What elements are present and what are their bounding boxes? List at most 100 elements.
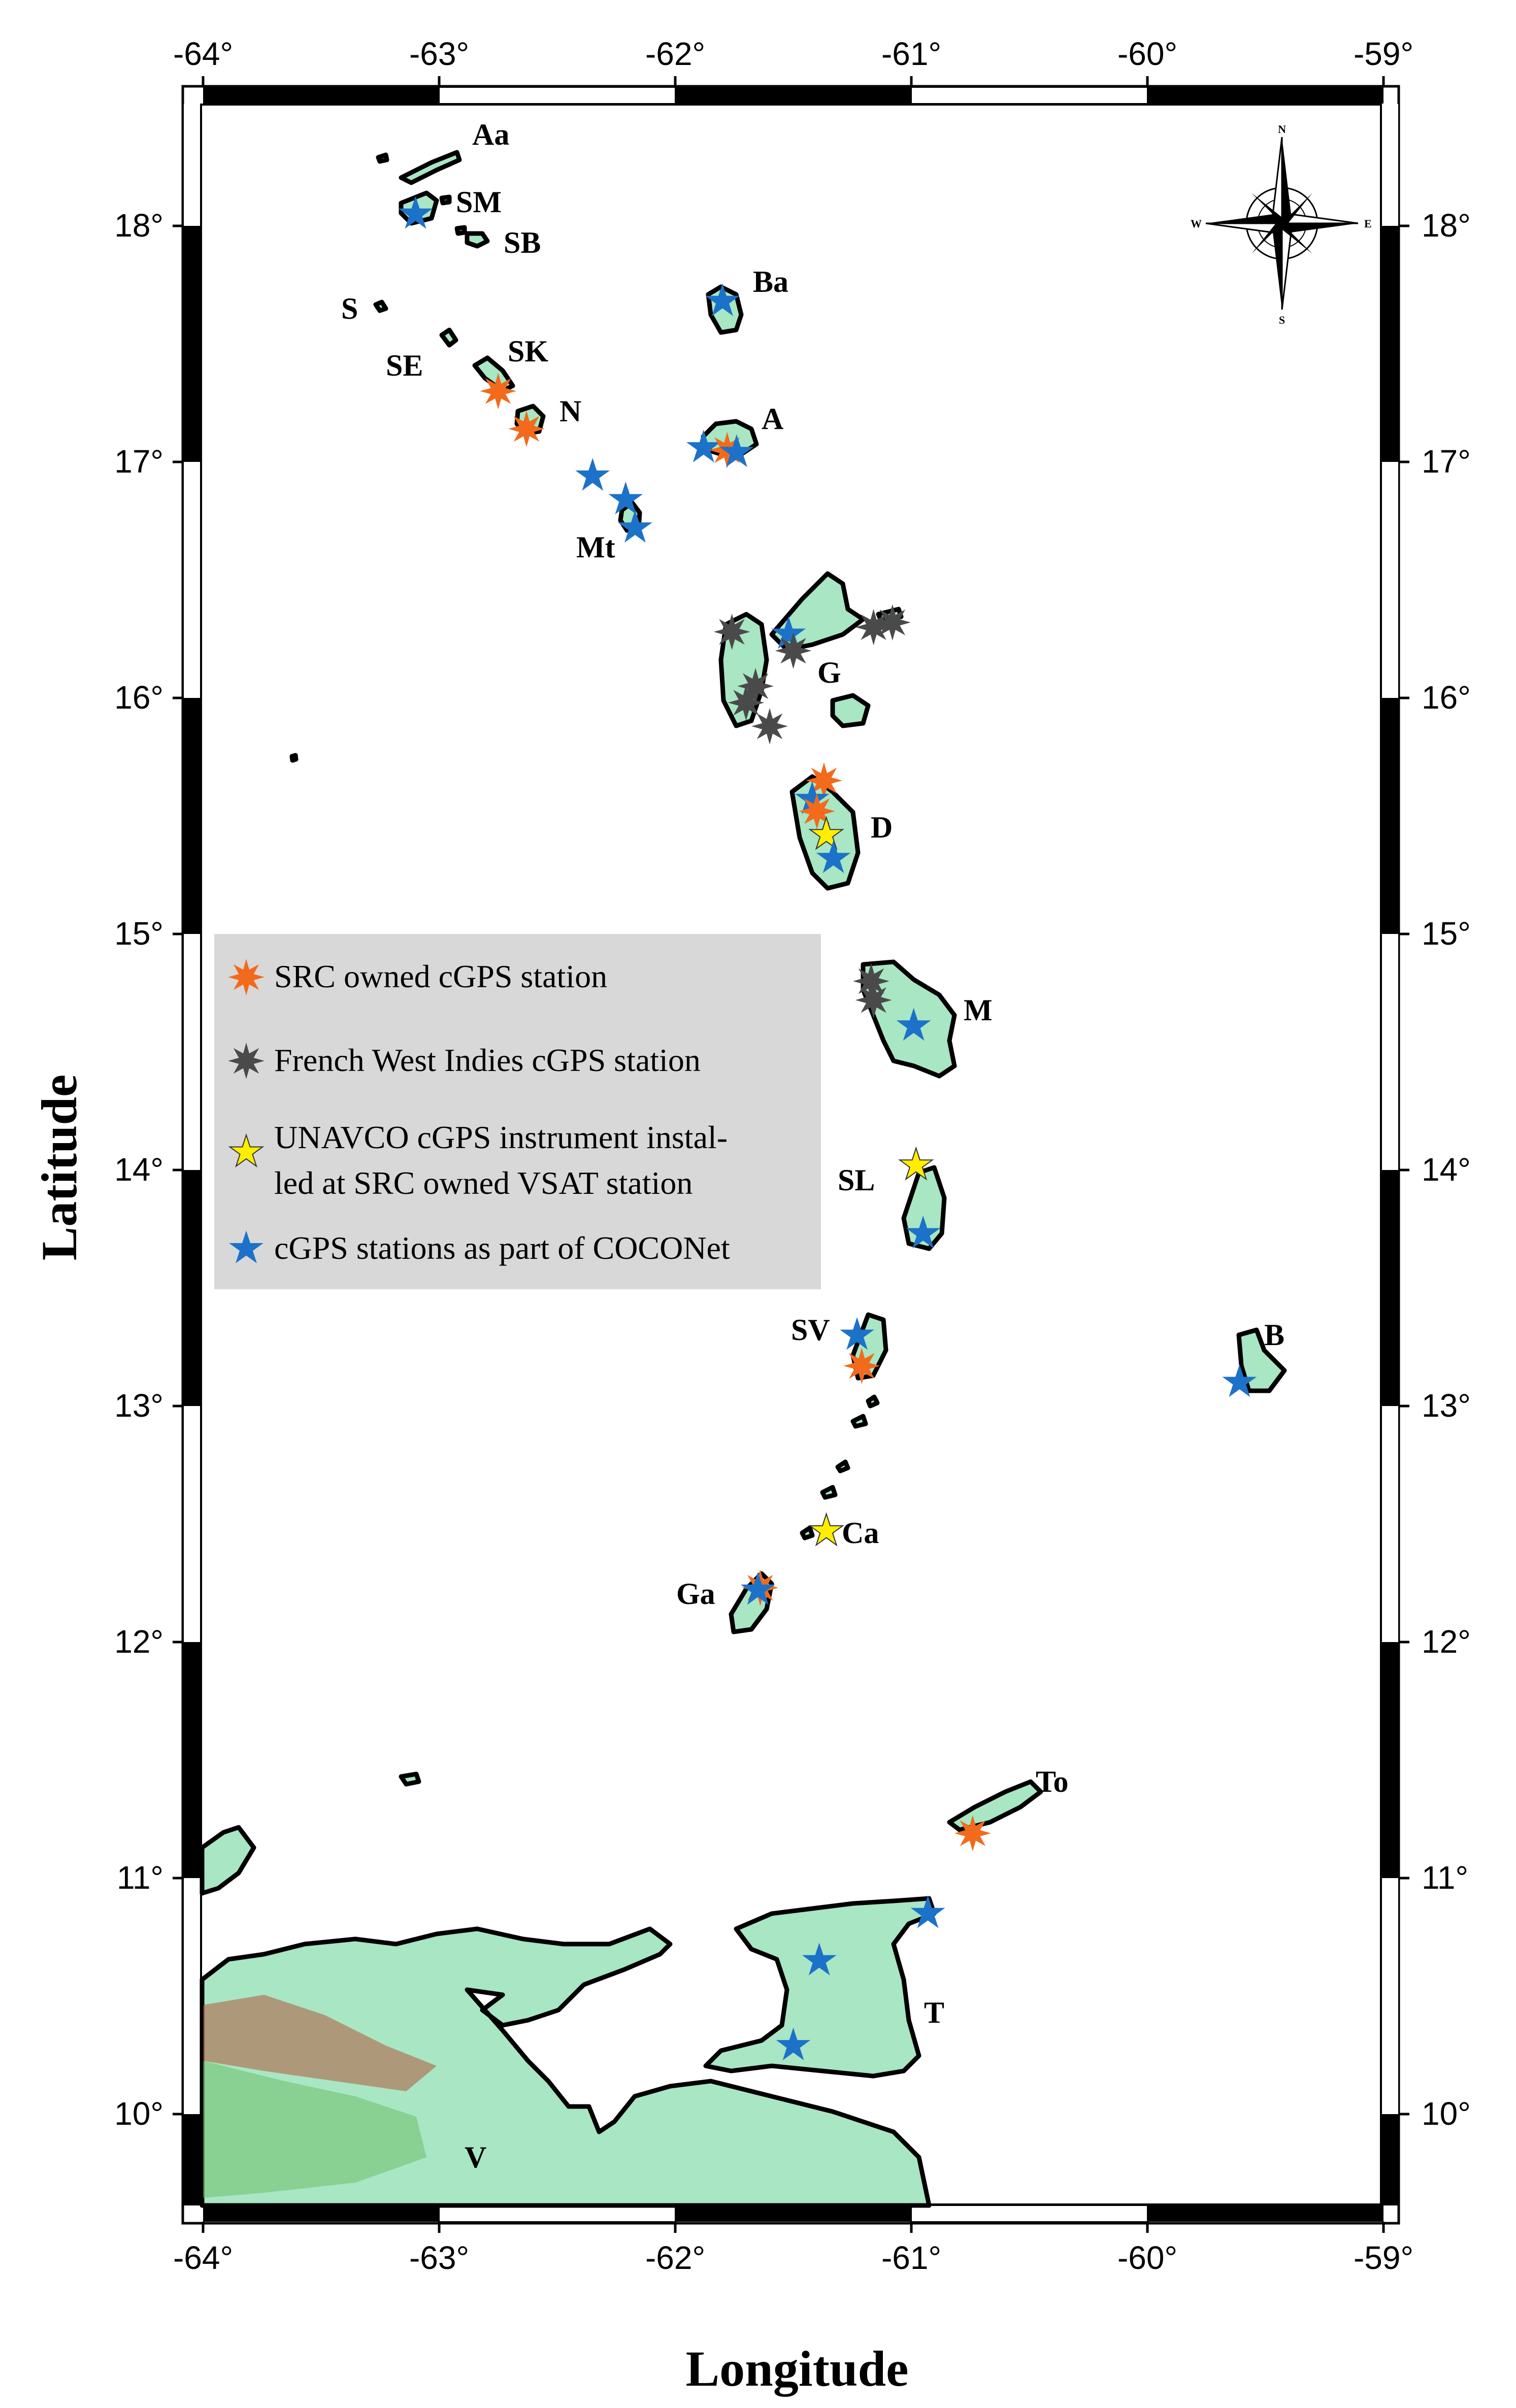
lon-tick-label: -64° — [173, 2239, 233, 2276]
station-marker-fwi — [855, 982, 892, 1019]
station-marker-src — [799, 793, 835, 830]
island-label-d: D — [871, 811, 893, 844]
station-marker-coconet — [686, 429, 721, 462]
x-axis-title: Longitude — [685, 2340, 908, 2397]
island-label-sv: SV — [791, 1313, 830, 1347]
island-label-v: V — [465, 2141, 486, 2174]
island-labels: Aa SM SB S SE SK N Ba A Mt G D M SL SV B… — [341, 118, 1284, 2174]
station-marker-coconet — [1222, 1364, 1257, 1397]
lon-tick-label: -63° — [409, 36, 469, 72]
station-marker-coconet — [618, 510, 652, 543]
station-marker-coconet — [608, 481, 643, 515]
land-margarita-area — [200, 1825, 256, 1896]
station-marker-src — [806, 762, 842, 799]
station-marker-coconet — [705, 283, 740, 316]
stations-layer — [398, 196, 1257, 2061]
lat-tick-label: 15° — [114, 915, 163, 952]
legend-label-fwi: French West Indies cGPS station — [274, 1042, 701, 1078]
lon-tick-label: -61° — [881, 36, 941, 72]
island-label-sm: SM — [456, 185, 502, 219]
lon-tick-label: -59° — [1354, 2239, 1413, 2276]
station-marker-coconet — [840, 1317, 874, 1350]
island-label-s: S — [341, 292, 358, 325]
station-marker-coconet — [802, 1943, 837, 1976]
station-marker-unavco — [808, 816, 844, 850]
station-marker-coconet — [906, 1215, 941, 1249]
lon-tick-label: -63° — [409, 2239, 469, 2276]
lat-tick-label: 15° — [1422, 915, 1471, 952]
island-label-mt: Mt — [576, 530, 615, 564]
lat-tick-label: 11° — [117, 1859, 163, 1896]
legend-box — [214, 934, 821, 1289]
island-label-sk: SK — [508, 335, 548, 368]
station-marker-fwi — [874, 604, 911, 641]
lat-tick-label: 10° — [1422, 2095, 1471, 2132]
station-marker-src — [508, 411, 545, 447]
station-marker-src — [480, 373, 517, 410]
legend-icon-fwi — [228, 1043, 265, 1079]
island-label-sb: SB — [504, 226, 541, 259]
compass-e: E — [1364, 217, 1372, 230]
legend-icon-unavco — [228, 1133, 265, 1168]
legend-label-unavco-line2: led at SRC owned VSAT station — [274, 1165, 693, 1201]
lat-tick-label: 17° — [1422, 443, 1471, 480]
island-label-ca: Ca — [842, 1516, 879, 1550]
station-marker-coconet — [575, 458, 610, 491]
legend-label-unavco-line1: UNAVCO cGPS instrument instal- — [274, 1119, 728, 1155]
lat-tick-label: 18° — [114, 207, 163, 244]
island-label-se: SE — [386, 349, 423, 382]
lon-tick-label: -62° — [645, 2239, 705, 2276]
station-marker-fwi — [728, 684, 765, 721]
island-label-ga: Ga — [676, 1577, 715, 1611]
land-marie-galante — [830, 693, 871, 728]
land-st-eustatius — [439, 327, 458, 348]
tick-marks — [173, 76, 1409, 2233]
land-anguilla — [399, 150, 462, 185]
station-marker-fwi — [751, 708, 788, 745]
land-trinidad — [703, 1896, 937, 2079]
island-label-g: G — [817, 656, 841, 689]
land-martinique — [861, 959, 957, 1079]
station-marker-src — [843, 1348, 880, 1384]
station-marker-coconet — [771, 616, 806, 649]
compass-rose: N S E W — [1191, 123, 1372, 326]
station-marker-coconet — [776, 2027, 811, 2061]
island-label-to: To — [1036, 1765, 1069, 1798]
frame-right — [1382, 104, 1398, 2205]
lat-tick-label: 13° — [1422, 1387, 1471, 1424]
lat-ticks-left: 18° 17° 16° 15° 14° 13° 12° 11° 10° — [114, 207, 163, 2132]
island-label-ba: Ba — [753, 265, 788, 298]
station-marker-coconet — [910, 1895, 945, 1928]
lat-tick-label: 18° — [1422, 207, 1471, 244]
frame-left — [184, 104, 200, 2205]
lon-tick-label: -59° — [1354, 36, 1413, 72]
lat-tick-label: 12° — [1422, 1623, 1471, 1660]
station-marker-fwi — [713, 613, 750, 650]
lat-tick-label: 16° — [114, 679, 163, 716]
island-label-a: A — [762, 402, 783, 436]
lon-ticks-top: -64° -63° -62° -61° -60° -59° — [173, 36, 1413, 72]
lon-ticks-bottom: -64° -63° -62° -61° -60° -59° — [173, 2239, 1413, 2276]
lat-tick-label: 17° — [114, 443, 163, 480]
lat-tick-label: 14° — [1422, 1151, 1471, 1188]
lon-tick-label: -61° — [881, 2239, 941, 2276]
island-label-m: M — [964, 993, 993, 1027]
lat-tick-label: 16° — [1422, 679, 1471, 716]
legend: SRC owned cGPS station French West Indie… — [214, 934, 821, 1289]
legend-icon-coconet — [229, 1230, 263, 1263]
land-st-barthelemy — [465, 231, 490, 249]
station-marker-coconet — [896, 1008, 931, 1041]
lat-tick-label: 12° — [114, 1623, 163, 1660]
station-marker-coconet — [740, 1572, 775, 1605]
compass-w: W — [1191, 217, 1202, 230]
legend-label-coconet: cGPS stations as part of COCONet — [274, 1230, 730, 1266]
lat-tick-label: 13° — [114, 1387, 163, 1424]
station-marker-unavco — [898, 1146, 934, 1181]
land-antigua — [701, 419, 759, 457]
island-label-aa: Aa — [472, 118, 509, 151]
island-label-b: B — [1264, 1318, 1284, 1352]
island-label-sl: SL — [838, 1163, 875, 1197]
lat-tick-label: 14° — [114, 1151, 163, 1188]
lon-tick-label: -60° — [1117, 2239, 1177, 2276]
